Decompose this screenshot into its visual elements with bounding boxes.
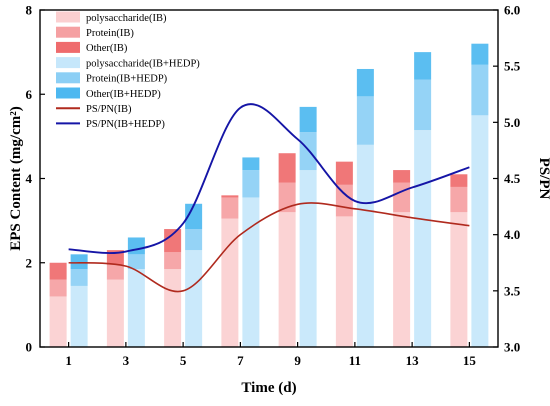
bar-ib-s1-13 bbox=[393, 182, 411, 213]
bar-ib-hedp-s0-1 bbox=[70, 285, 88, 347]
y-axis-title: EPS Content (mg/cm²) bbox=[8, 106, 24, 250]
bar-ib-hedp-s0-11 bbox=[356, 144, 374, 347]
bar-ib-hedp-s0-13 bbox=[414, 130, 432, 347]
bar-ib-s2-5 bbox=[164, 229, 182, 253]
bar-ib-s1-3 bbox=[106, 264, 124, 280]
line-ps-pn-ib- bbox=[68, 202, 470, 293]
x-tick-label-13: 13 bbox=[406, 353, 420, 368]
legend: polysaccharide(IB) Protein(IB) Other(IB) po… bbox=[56, 11, 200, 130]
bar-ib-s0-5 bbox=[164, 269, 182, 347]
legend-swatch-other-ib-hedp- bbox=[56, 87, 80, 99]
bar-ib-hedp-s2-3 bbox=[127, 237, 145, 255]
y2-axis-title: PS/PN bbox=[536, 158, 550, 200]
legend-label-protein-ib-: Protein(IB) bbox=[86, 28, 134, 39]
bar-ib-s1-1 bbox=[49, 279, 67, 297]
legend-label-polysaccharide-ib-hedp-: polysaccharide(IB+HEDP) bbox=[86, 58, 200, 69]
y2-tick-label-5.5: 5.5 bbox=[504, 59, 521, 74]
y2-tick-label-4.0: 4.0 bbox=[504, 227, 520, 242]
legend-swatch-polysaccharide-ib- bbox=[56, 11, 80, 23]
bar-ib-hedp-s1-1 bbox=[70, 269, 88, 286]
bar-ib-hedp-s2-11 bbox=[356, 68, 374, 97]
bar-ib-s1-7 bbox=[221, 197, 239, 219]
bar-ib-hedp-s2-15 bbox=[471, 43, 489, 65]
bar-ib-hedp-s0-15 bbox=[471, 115, 489, 347]
bar-ib-hedp-s2-9 bbox=[299, 106, 317, 133]
bar-ib-hedp-s1-7 bbox=[242, 170, 260, 198]
bar-ib-s0-3 bbox=[106, 279, 124, 347]
x-tick-label-7: 7 bbox=[237, 353, 244, 368]
bar-ib-hedp-s2-7 bbox=[242, 157, 260, 171]
legend-label-other-ib-: Other(IB) bbox=[86, 43, 128, 54]
legend-swatch-protein-ib- bbox=[56, 26, 80, 38]
bar-ib-hedp-s2-5 bbox=[185, 203, 203, 230]
y-tick-label-4: 4 bbox=[26, 171, 33, 186]
lines-layer bbox=[68, 103, 470, 293]
bar-ib-hedp-s1-15 bbox=[471, 64, 489, 116]
y2-tick-label-4.5: 4.5 bbox=[504, 171, 521, 186]
x-tick-label-1: 1 bbox=[65, 353, 72, 368]
y2-tick-label-3.0: 3.0 bbox=[504, 340, 520, 355]
y-tick-label-0: 0 bbox=[26, 340, 33, 355]
legend-swatch-polysaccharide-ib-hedp- bbox=[56, 57, 80, 69]
legend-swatch-protein-ib-hedp- bbox=[56, 72, 80, 84]
bar-ib-hedp-s0-5 bbox=[185, 250, 203, 347]
bar-ib-hedp-s2-13 bbox=[414, 52, 432, 80]
y2-tick-label-5.0: 5.0 bbox=[504, 115, 520, 130]
bar-ib-s2-9 bbox=[278, 153, 296, 183]
bar-ib-hedp-s0-7 bbox=[242, 197, 260, 347]
x-axis-title: Time (d) bbox=[241, 380, 296, 396]
bar-ib-s0-11 bbox=[335, 216, 353, 347]
bar-ib-s2-11 bbox=[335, 161, 353, 185]
x-tick-label-5: 5 bbox=[180, 353, 187, 368]
x-tick-label-15: 15 bbox=[463, 353, 477, 368]
bar-ib-hedp-s1-13 bbox=[414, 79, 432, 131]
x-tick-label-3: 3 bbox=[123, 353, 130, 368]
x-tick-label-11: 11 bbox=[349, 353, 361, 368]
bar-ib-hedp-s1-5 bbox=[185, 229, 203, 251]
legend-label-protein-ib-hedp-: Protein(IB+HEDP) bbox=[86, 74, 168, 85]
y-tick-label-6: 6 bbox=[26, 87, 33, 102]
legend-label-polysaccharide-ib-: polysaccharide(IB) bbox=[86, 13, 167, 24]
bar-ib-s2-15 bbox=[450, 174, 468, 187]
legend-label-ps-pn-ib-: PS/PN(IB) bbox=[86, 104, 132, 115]
bar-ib-s0-15 bbox=[450, 212, 468, 347]
bar-ib-s0-9 bbox=[278, 212, 296, 347]
bar-ib-s2-13 bbox=[393, 170, 411, 183]
y2-tick-label-3.5: 3.5 bbox=[504, 283, 521, 298]
legend-label-ps-pn-ib-hedp-: PS/PN(IB+HEDP) bbox=[86, 119, 165, 130]
legend-swatch-other-ib- bbox=[56, 41, 80, 53]
legend-label-other-ib-hedp-: Other(IB+HEDP) bbox=[86, 89, 161, 100]
bar-ib-hedp-s0-3 bbox=[127, 269, 145, 347]
bar-ib-s1-15 bbox=[450, 186, 468, 213]
x-tick-label-9: 9 bbox=[294, 353, 301, 368]
y2-tick-label-6.0: 6.0 bbox=[504, 3, 520, 18]
bar-ib-s1-9 bbox=[278, 182, 296, 213]
bars-layer bbox=[49, 43, 489, 347]
bar-ib-s2-7 bbox=[221, 195, 239, 198]
y-tick-label-8: 8 bbox=[26, 3, 33, 18]
bar-ib-hedp-s2-1 bbox=[70, 254, 88, 270]
bar-ib-s0-13 bbox=[393, 212, 411, 347]
bar-ib-hedp-s1-3 bbox=[127, 254, 145, 270]
line-ps-pn-ib-hedp- bbox=[68, 103, 470, 254]
bar-ib-s1-11 bbox=[335, 184, 353, 217]
bar-ib-hedp-s1-11 bbox=[356, 96, 374, 145]
bar-ib-s1-5 bbox=[164, 252, 182, 270]
y-tick-label-2: 2 bbox=[26, 255, 33, 270]
bar-ib-s0-1 bbox=[49, 296, 67, 347]
bar-ib-s2-1 bbox=[49, 262, 67, 280]
bar-ib-hedp-s0-9 bbox=[299, 170, 317, 347]
